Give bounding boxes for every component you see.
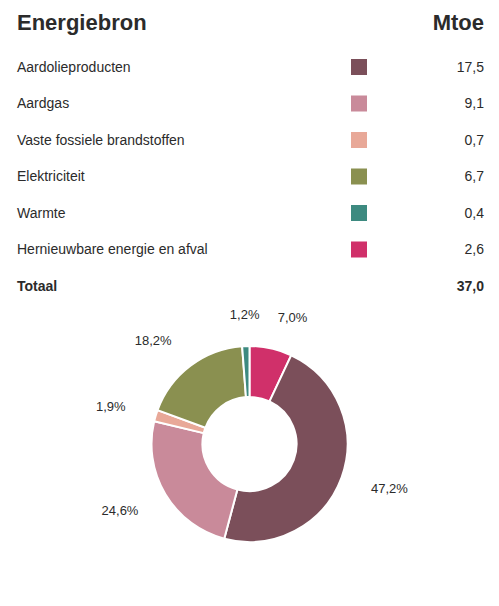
category-label: Vaste fossiele brandstoffen	[17, 132, 185, 148]
table-row: Aardgas 9,1	[17, 95, 484, 111]
table-row: Elektriciteit 6,7	[17, 168, 484, 184]
chart: EnergiebronMtoeAardolieproducten17,5Aard…	[0, 0, 499, 606]
table-row: Warmte 0,4	[17, 205, 484, 221]
value-label: 17,5	[457, 59, 484, 75]
swatch	[351, 169, 367, 185]
donut: 7,0% 47,2% 24,6% 1,9% 18,2% 1,2%	[96, 307, 408, 542]
total-value: 37,0	[457, 278, 484, 294]
data-label: 47,2%	[371, 481, 408, 496]
category-label: Aardolieproducten	[17, 59, 131, 75]
swatch	[351, 132, 367, 148]
data-label: 1,2%	[230, 307, 260, 322]
table-row: Hernieuwbare energie en afval 2,6	[17, 241, 484, 257]
table: EnergiebronMtoeAardolieproducten17,5Aard…	[17, 10, 484, 294]
value-label: 2,6	[465, 241, 485, 257]
value-label: 0,7	[465, 132, 485, 148]
column-header: Energiebron	[17, 10, 147, 35]
category-label: Aardgas	[17, 95, 69, 111]
category-label: Warmte	[17, 205, 66, 221]
value-label: 9,1	[465, 95, 485, 111]
total-label: Totaal	[17, 278, 57, 294]
data-label: 24,6%	[102, 503, 139, 518]
column-header: Mtoe	[433, 10, 484, 35]
category-label: Hernieuwbare energie en afval	[17, 241, 208, 257]
category-label: Elektriciteit	[17, 168, 85, 184]
table-row: Aardolieproducten 17,5	[17, 59, 484, 75]
value-label: 0,4	[465, 205, 485, 221]
data-label: 7,0%	[278, 310, 308, 325]
swatch	[351, 96, 367, 112]
swatch	[351, 205, 367, 221]
swatch	[351, 59, 367, 75]
table-row: Vaste fossiele brandstoffen 0,7	[17, 132, 484, 148]
data-label: 18,2%	[135, 333, 172, 348]
value-label: 6,7	[465, 168, 485, 184]
slice	[242, 346, 249, 397]
swatch	[351, 242, 367, 258]
data-label: 1,9%	[96, 399, 126, 414]
slice	[158, 346, 246, 427]
slice	[152, 421, 238, 538]
